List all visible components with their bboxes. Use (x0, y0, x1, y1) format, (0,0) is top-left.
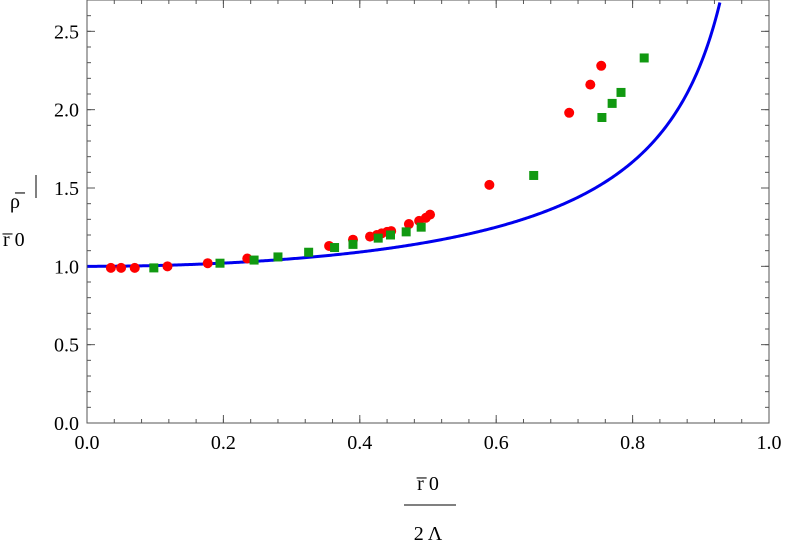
green-square-point (401, 227, 411, 237)
x-tick-label: 1.0 (757, 432, 782, 454)
y-axis-label-numerator: ρ̅ (10, 191, 26, 213)
x-axis-label: r̅ 0 2 Λ (404, 473, 456, 543)
green-square-point (304, 247, 314, 257)
y-tick-label: 0.0 (54, 413, 79, 435)
green-square-point (597, 113, 607, 122)
red-circle-point (202, 258, 213, 269)
y-tick-label: 1.5 (54, 178, 79, 200)
red-circle-point (585, 79, 596, 90)
green-square-point (215, 258, 225, 268)
green-square-point (385, 230, 395, 240)
green-square-point (616, 87, 626, 97)
x-tick-label: 0.4 (347, 432, 372, 454)
red-circle-point (564, 107, 575, 118)
green-square-point (330, 243, 340, 253)
data-points-layer (105, 53, 649, 273)
green-square-point (639, 53, 649, 63)
red-circle-point (403, 219, 414, 230)
x-tick-label: 0.8 (620, 432, 645, 454)
plot-frame (86, 0, 770, 424)
green-square-point (149, 263, 159, 273)
theory-curve-layer (87, 2, 722, 268)
red-circle-point (162, 261, 173, 272)
green-square-point (416, 222, 426, 232)
y-tick-label: 0.5 (54, 335, 79, 357)
y-axis-label: ρ̅ r̅ 0 (1, 175, 37, 251)
y-tick-label: 1.0 (54, 256, 79, 278)
green-square-point (249, 255, 259, 265)
y-tick-label: 2.0 (54, 100, 79, 122)
y-axis-label-denominator: r̅ 0 (1, 229, 24, 251)
y-tick-label: 2.5 (54, 21, 79, 43)
red-circle-point (116, 262, 127, 273)
green-square-point (607, 98, 617, 108)
axis-tick-labels: 0.0 0.2 0.4 0.6 0.8 1.0 0.0 0.5 1.0 1.5 2.0 2.5 (54, 21, 782, 454)
red-circle-point (484, 179, 495, 190)
green-square-point (273, 252, 283, 262)
x-tick-label: 0.0 (75, 432, 100, 454)
x-axis-label-denominator: 2 Λ (414, 523, 443, 543)
x-tick-label: 0.6 (484, 432, 509, 454)
red-circle-point (596, 60, 607, 71)
theory-curve (87, 2, 722, 268)
green-square-point (373, 233, 383, 243)
x-tick-label: 0.2 (211, 432, 236, 454)
x-axis-label-numerator: r̅ 0 (416, 473, 439, 495)
green-square-point (529, 170, 539, 180)
red-circle-point (129, 262, 140, 273)
red-circle-point (105, 262, 116, 273)
red-circle-point (425, 209, 436, 220)
green-square-point (348, 239, 358, 249)
